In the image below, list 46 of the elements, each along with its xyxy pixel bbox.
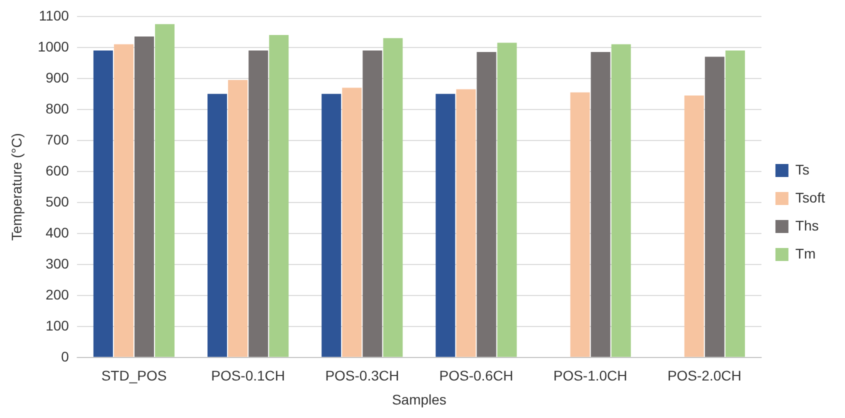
x-tick-label: POS-2.0CH — [667, 368, 742, 384]
legend-label: Tsoft — [795, 189, 826, 206]
x-tick-label: POS-0.6CH — [439, 368, 514, 384]
y-tick-label: 500 — [46, 193, 70, 210]
legend-label: Ts — [795, 161, 810, 178]
y-tick-label: 600 — [46, 162, 70, 178]
bar — [114, 44, 134, 357]
bar — [93, 50, 113, 357]
bar — [342, 88, 362, 357]
bar — [248, 50, 268, 357]
y-tick-label: 400 — [46, 224, 70, 240]
y-tick-label: 1100 — [38, 7, 70, 24]
bar — [476, 52, 496, 357]
y-axis-title: Temperature (°C) — [8, 133, 24, 241]
bar — [456, 89, 476, 357]
y-tick-label: 300 — [46, 255, 70, 272]
y-tick-label: 900 — [46, 69, 70, 86]
x-tick-label: STD_POS — [101, 368, 167, 384]
y-tick-label: 700 — [46, 131, 70, 148]
bar — [322, 94, 342, 357]
y-tick-label: 100 — [46, 317, 70, 334]
bar — [155, 24, 175, 357]
y-tick-label: 0 — [61, 348, 70, 364]
bar — [570, 92, 590, 357]
bar — [228, 80, 248, 357]
y-tick-label: 800 — [46, 100, 70, 116]
y-tick-label: 200 — [46, 286, 70, 302]
legend-label: Tm — [795, 245, 816, 262]
bar — [134, 36, 154, 357]
bar — [436, 94, 456, 357]
bar — [383, 38, 403, 357]
legend-label: Ths — [795, 217, 819, 234]
bar — [684, 95, 704, 357]
bar — [725, 50, 745, 357]
y-tick-label: 1000 — [38, 38, 70, 54]
bar — [611, 44, 631, 357]
bar — [704, 56, 724, 357]
x-axis-title: Samples — [392, 391, 446, 408]
bar — [497, 42, 517, 357]
x-tick-label: POS-0.3CH — [325, 368, 400, 384]
x-tick-label: POS-0.1CH — [211, 368, 286, 384]
bar — [269, 35, 289, 357]
bar — [208, 94, 228, 357]
bar — [590, 52, 610, 357]
bar — [362, 50, 382, 357]
x-tick-label: POS-1.0CH — [553, 368, 628, 384]
